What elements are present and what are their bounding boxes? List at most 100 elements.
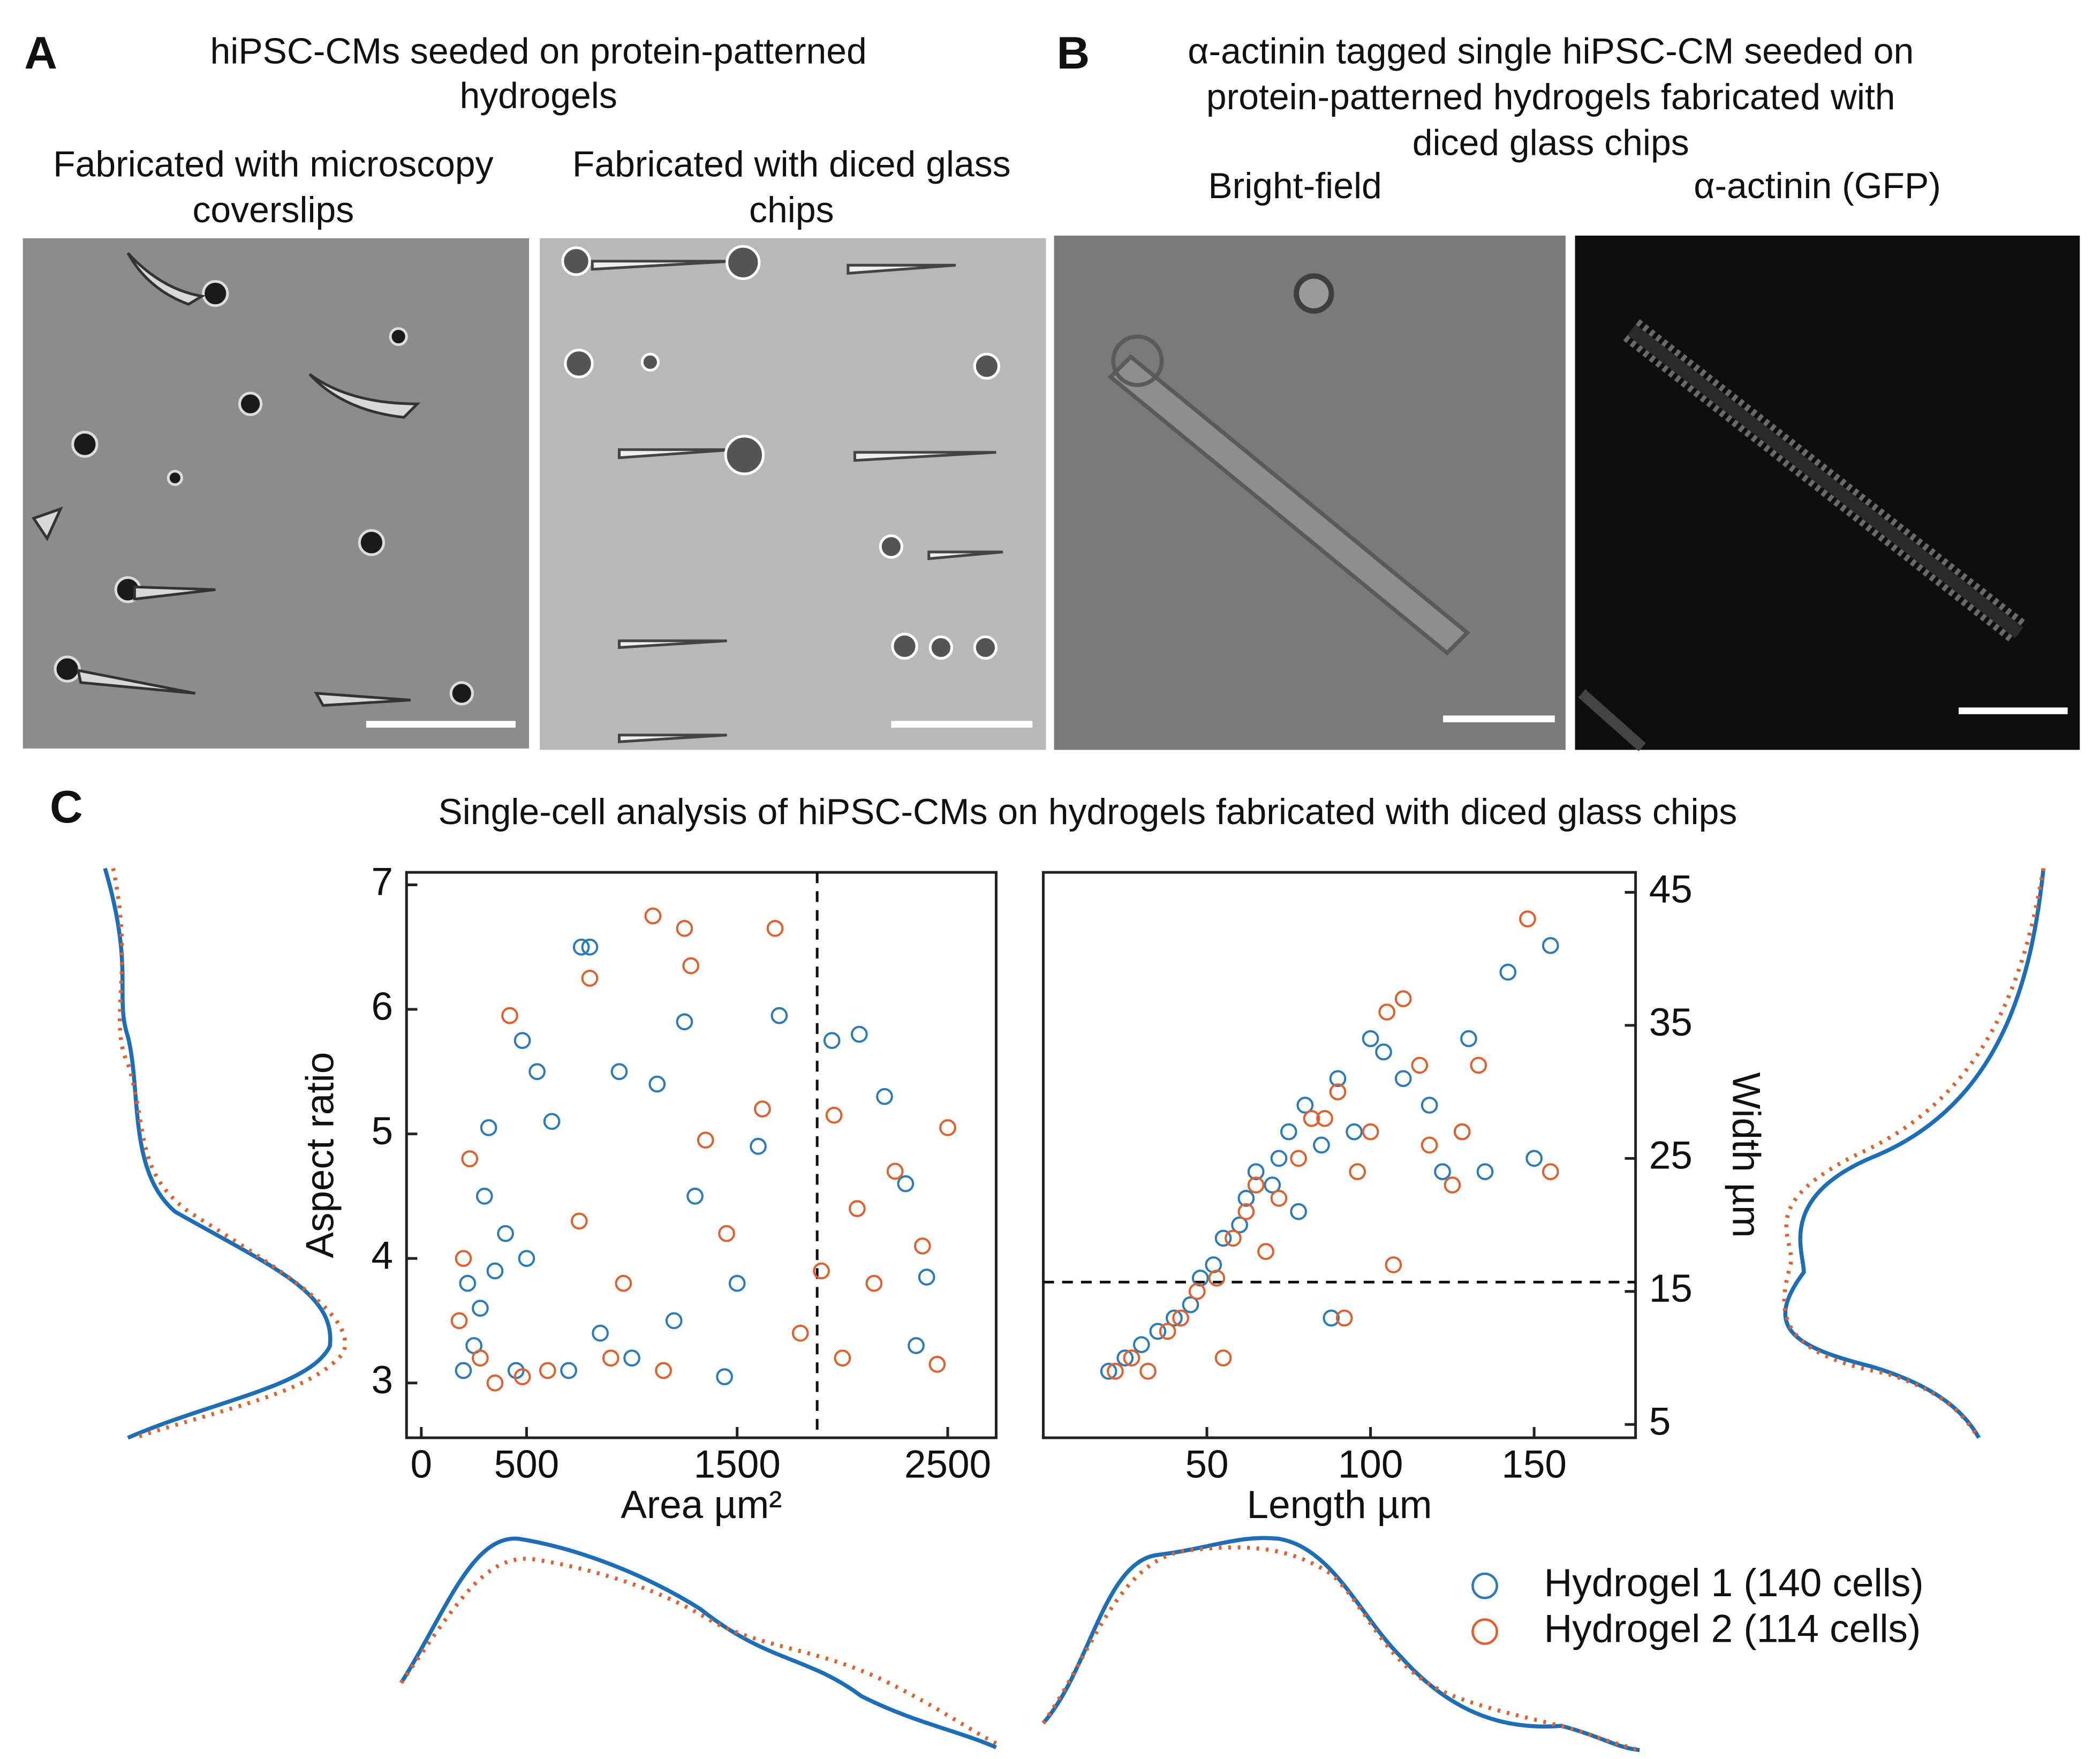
- data-point: [1453, 1123, 1471, 1141]
- micrograph: [22, 238, 1046, 750]
- data-point: [1280, 1123, 1297, 1141]
- data-point: [1444, 1176, 1461, 1194]
- data-point: [1290, 1203, 1307, 1220]
- data-point: [1421, 1136, 1438, 1154]
- legend-marker: [1471, 1572, 1498, 1599]
- data-point: [718, 1225, 735, 1242]
- data-point: [459, 1274, 477, 1292]
- data-point: [655, 1362, 672, 1379]
- data-point: [1411, 1056, 1429, 1074]
- data-point: [1378, 1003, 1395, 1021]
- data-point: [1525, 1150, 1543, 1167]
- data-point: [1159, 1323, 1176, 1340]
- x-tick-label: 500: [494, 1443, 560, 1486]
- data-point: [676, 919, 693, 937]
- data-point: [1270, 1150, 1288, 1167]
- data-point: [450, 1312, 468, 1330]
- data-point: [754, 1100, 771, 1118]
- data-point: [1313, 1136, 1330, 1154]
- data-point: [813, 1262, 830, 1280]
- plot-frame: [405, 871, 998, 1439]
- data-point: [1208, 1270, 1226, 1287]
- x-tick-label: 1500: [694, 1443, 781, 1486]
- data-point: [770, 1007, 788, 1024]
- data-point: [1346, 1123, 1363, 1141]
- data-point: [455, 1362, 472, 1379]
- legend-label: Hydrogel 1 (140 cells): [1544, 1561, 1924, 1605]
- panel-label: C: [50, 782, 83, 833]
- data-point: [572, 938, 590, 956]
- data-point: [486, 1262, 504, 1280]
- data-point: [1123, 1349, 1140, 1367]
- panel-title: hiPSC-CMs seeded on protein-patterned: [210, 32, 867, 72]
- data-point: [1257, 1243, 1274, 1260]
- y-tick-label: 5: [1649, 1400, 1671, 1444]
- data-point: [716, 1368, 733, 1385]
- legend-marker: [1471, 1618, 1498, 1645]
- data-point: [1362, 1123, 1379, 1141]
- x-tick-label: 50: [1185, 1443, 1228, 1486]
- data-point: [1476, 1163, 1494, 1181]
- data-point: [1100, 1363, 1117, 1380]
- data-point: [1231, 1216, 1248, 1234]
- data-point: [876, 1088, 893, 1105]
- x-axis-label: Length µm: [1247, 1483, 1432, 1527]
- y-tick-label: 15: [1649, 1267, 1693, 1310]
- data-point: [1316, 1109, 1333, 1127]
- data-point: [513, 1368, 531, 1385]
- x-tick-label: 100: [1338, 1443, 1403, 1486]
- panel-label: B: [1057, 28, 1090, 79]
- data-point: [1519, 910, 1536, 927]
- data-point: [592, 1324, 609, 1342]
- data-point: [750, 1138, 767, 1155]
- data-point: [865, 1274, 883, 1292]
- data-point: [1394, 990, 1412, 1008]
- x-tick-label: 2500: [904, 1443, 991, 1486]
- data-point: [1225, 1229, 1242, 1247]
- data-point: [676, 1013, 693, 1031]
- data-point: [823, 1032, 841, 1050]
- x-axis-label: Area µm²: [621, 1483, 782, 1527]
- y-tick-label: 25: [1649, 1134, 1693, 1177]
- data-point: [602, 1349, 620, 1367]
- data-point: [791, 1324, 809, 1342]
- data-point: [528, 1063, 546, 1081]
- y-tick-label: 3: [372, 1358, 394, 1402]
- data-point: [1149, 1323, 1167, 1340]
- data-point: [728, 1274, 746, 1292]
- data-point: [928, 1356, 946, 1373]
- data-point: [480, 1119, 497, 1136]
- data-point: [825, 1106, 843, 1124]
- data-point: [513, 1032, 531, 1050]
- data-point: [849, 1200, 866, 1217]
- data-point: [615, 1274, 632, 1292]
- panel-title: α-actinin tagged single hiPSC-CM seeded …: [1188, 32, 1914, 72]
- data-point: [1182, 1296, 1199, 1313]
- data-point: [455, 1250, 472, 1267]
- column-title: Fabricated with microscopy: [53, 145, 493, 185]
- y-tick-label: 4: [372, 1234, 394, 1277]
- data-point: [834, 1349, 851, 1367]
- data-point: [497, 1225, 514, 1242]
- data-point: [475, 1188, 493, 1205]
- data-point: [766, 919, 784, 937]
- data-point: [1542, 937, 1559, 954]
- data-point: [1188, 1282, 1206, 1300]
- data-point: [939, 1119, 956, 1136]
- data-point: [1237, 1203, 1255, 1220]
- data-point: [1460, 1030, 1477, 1047]
- data-point: [913, 1237, 931, 1255]
- column-title: coverslips: [192, 190, 354, 230]
- legend-label: Hydrogel 2 (114 cells): [1544, 1607, 1921, 1650]
- panel-title: diced glass chips: [1412, 123, 1689, 163]
- data-point: [1264, 1176, 1281, 1194]
- y-axis-label: Aspect ratio: [299, 1052, 342, 1258]
- data-point: [539, 1362, 556, 1379]
- data-point: [570, 1212, 588, 1230]
- data-point: [682, 957, 700, 975]
- y-axis-label: Width µm: [1725, 1072, 1768, 1237]
- data-point: [1329, 1083, 1347, 1100]
- data-point: [886, 1162, 904, 1180]
- y-tick-label: 6: [372, 985, 394, 1028]
- data-point: [1214, 1229, 1232, 1247]
